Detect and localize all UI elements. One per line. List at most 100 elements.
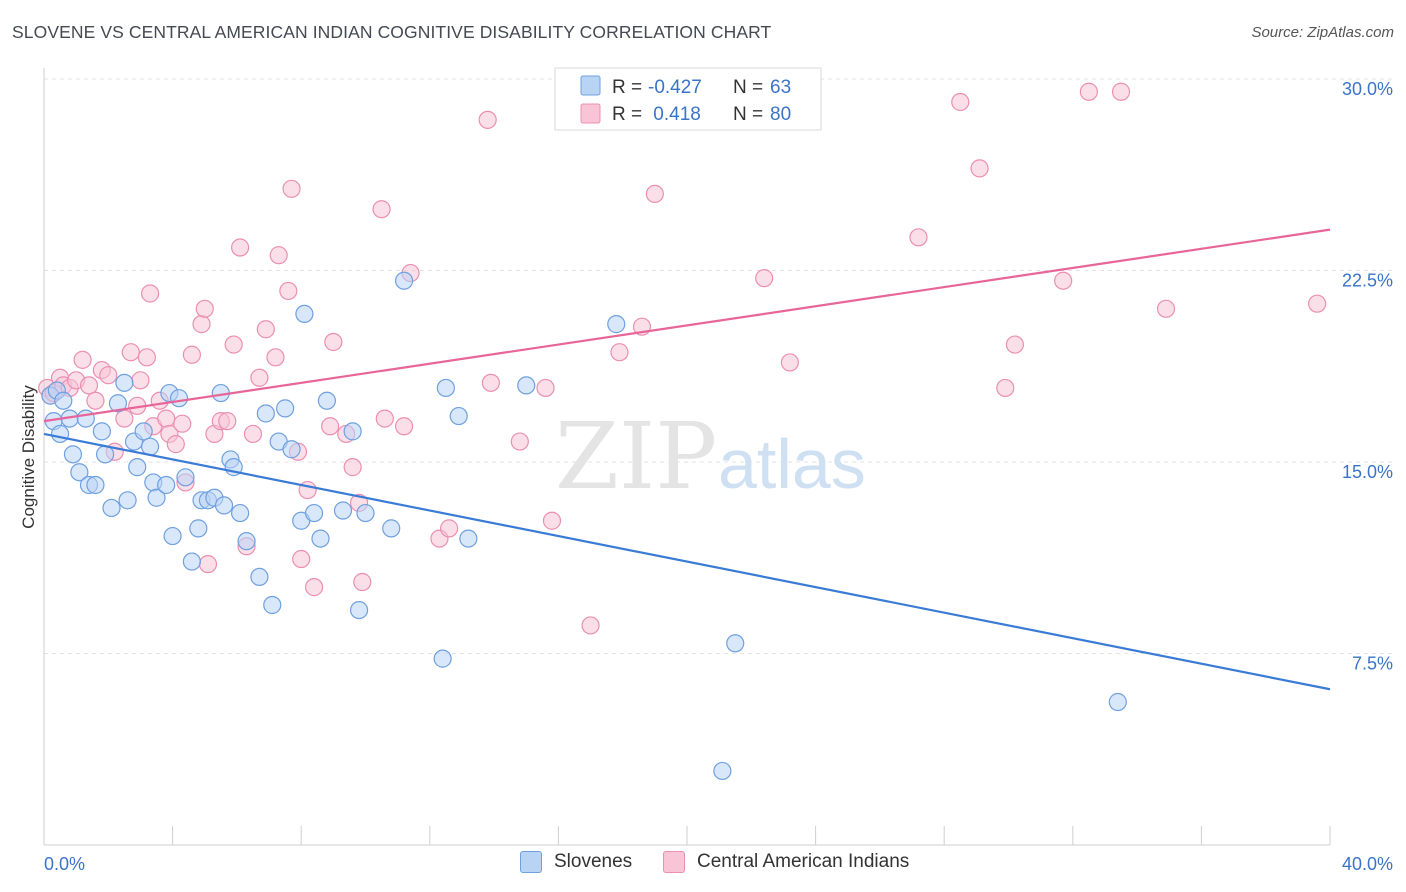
central-american-indians-point: [394, 417, 414, 436]
slovenes-point: [95, 445, 115, 464]
central-american-indians-point: [218, 412, 237, 431]
legend-label-central-american-indians: Central American Indians: [697, 851, 910, 872]
slovenes-point: [176, 468, 195, 487]
central-american-indians-point: [269, 246, 288, 265]
central-american-indians-point: [610, 343, 629, 362]
slovenes-point: [76, 409, 95, 428]
central-american-indians-point: [510, 432, 529, 451]
central-american-indians-point: [231, 238, 250, 257]
central-american-indians-point: [542, 511, 562, 530]
slovenes-point: [282, 440, 301, 459]
slovenes-point: [157, 475, 176, 495]
central-american-indians-point: [581, 616, 600, 635]
stats-r-label-blue: R =: [612, 77, 642, 98]
central-american-indians-point: [182, 345, 201, 364]
slovenes-point: [118, 491, 137, 510]
slovenes-point: [147, 488, 166, 507]
stats-legend-swatch-blue: [580, 75, 601, 96]
central-american-indians-point: [131, 371, 150, 390]
slovenes-point: [356, 503, 375, 523]
slovenes-point: [713, 761, 732, 781]
central-american-indians-point: [372, 200, 391, 219]
slovenes-point: [163, 526, 182, 546]
slovenes-point: [182, 552, 201, 571]
slovenes-point: [517, 376, 536, 395]
slovenes-point: [1108, 692, 1127, 712]
source-label: Source: ZipAtlas.com: [1251, 24, 1394, 41]
central-american-indians-point: [304, 578, 324, 597]
central-american-indians-point: [282, 179, 301, 198]
slovenes-point: [343, 422, 362, 441]
slovenes-point: [231, 503, 250, 523]
central-american-indians-point: [243, 424, 263, 444]
slovenes-point: [726, 634, 745, 653]
central-american-indians-point: [140, 284, 160, 303]
stats-r-label-pink: R =: [612, 104, 642, 125]
stats-legend: R = -0.427 N = 63 R = 0.418 N = 80: [554, 67, 822, 131]
central-american-indians-point: [996, 378, 1015, 398]
central-american-indians-point: [121, 343, 140, 362]
slovenes-point: [140, 437, 160, 456]
slovenes-point: [433, 649, 452, 668]
stats-n-value-blue: 63: [770, 77, 791, 98]
trend-line-central-american-indians: [43, 228, 1331, 423]
slovenes-point: [70, 463, 89, 482]
slovenes-point: [92, 422, 111, 441]
central-american-indians-point: [1308, 294, 1327, 313]
central-american-indians-point: [99, 366, 118, 385]
central-american-indians-point: [1156, 299, 1176, 318]
central-american-indians-point: [256, 320, 275, 339]
slovenes-point: [50, 424, 70, 444]
central-american-indians-point: [266, 348, 285, 367]
central-american-indians-point: [353, 572, 372, 592]
slovenes-point: [317, 391, 337, 410]
legend-swatch-central-american-indians: [663, 851, 685, 873]
central-american-indians-point: [224, 335, 243, 354]
stats-n-label-blue: N =: [733, 77, 763, 98]
slovenes-point: [436, 378, 455, 398]
slovenes-point: [349, 600, 369, 620]
y-tick-label: 15.0%: [1342, 462, 1393, 482]
central-american-indians-point: [115, 409, 134, 428]
slovenes-point: [304, 503, 324, 523]
slovenes-point: [86, 475, 105, 495]
slovenes-point: [63, 445, 83, 464]
slovenes-point: [607, 315, 626, 334]
central-american-indians-point: [780, 353, 799, 372]
slovenes-point: [449, 406, 468, 426]
central-american-indians-point: [192, 315, 211, 334]
trend-line-slovenes: [43, 432, 1331, 691]
stats-n-value-pink: 80: [770, 104, 791, 125]
stats-n-label-pink: N =: [733, 104, 763, 125]
legend-label-slovenes: Slovenes: [554, 851, 633, 872]
stats-r-value-blue: -0.427: [648, 77, 702, 98]
legend-item-slovenes[interactable]: Slovenes: [520, 851, 632, 873]
central-american-indians-point: [481, 373, 500, 392]
x-tick-label-max: 40.0%: [1342, 854, 1393, 874]
central-american-indians-point: [324, 332, 343, 352]
central-american-indians-point: [86, 391, 105, 410]
legend-item-central-american-indians[interactable]: Central American Indians: [663, 851, 909, 873]
central-american-indians-point: [173, 414, 192, 433]
slovenes-point: [108, 394, 128, 413]
central-american-indians-point: [198, 555, 218, 574]
slovenes-point: [169, 389, 189, 408]
central-american-indians-point: [343, 458, 362, 477]
central-american-indians-point: [292, 549, 311, 569]
central-american-indians-point: [157, 409, 176, 428]
watermark-atlas: atlas: [718, 425, 866, 503]
slovenes-point: [250, 567, 269, 587]
slovenes-point: [115, 373, 134, 392]
central-american-indians-point: [1079, 82, 1098, 101]
slovenes-point: [134, 422, 153, 441]
slovenes-point: [459, 529, 478, 548]
legend-swatch-slovenes: [520, 851, 542, 873]
central-american-indians-point: [1054, 271, 1073, 290]
slovenes-point: [54, 391, 73, 410]
central-american-indians-point: [79, 376, 99, 395]
slovenes-point: [276, 399, 295, 418]
central-american-indians-point: [478, 110, 497, 129]
stats-legend-swatch-pink: [580, 103, 601, 124]
stats-r-value-pink: 0.418: [648, 104, 701, 125]
